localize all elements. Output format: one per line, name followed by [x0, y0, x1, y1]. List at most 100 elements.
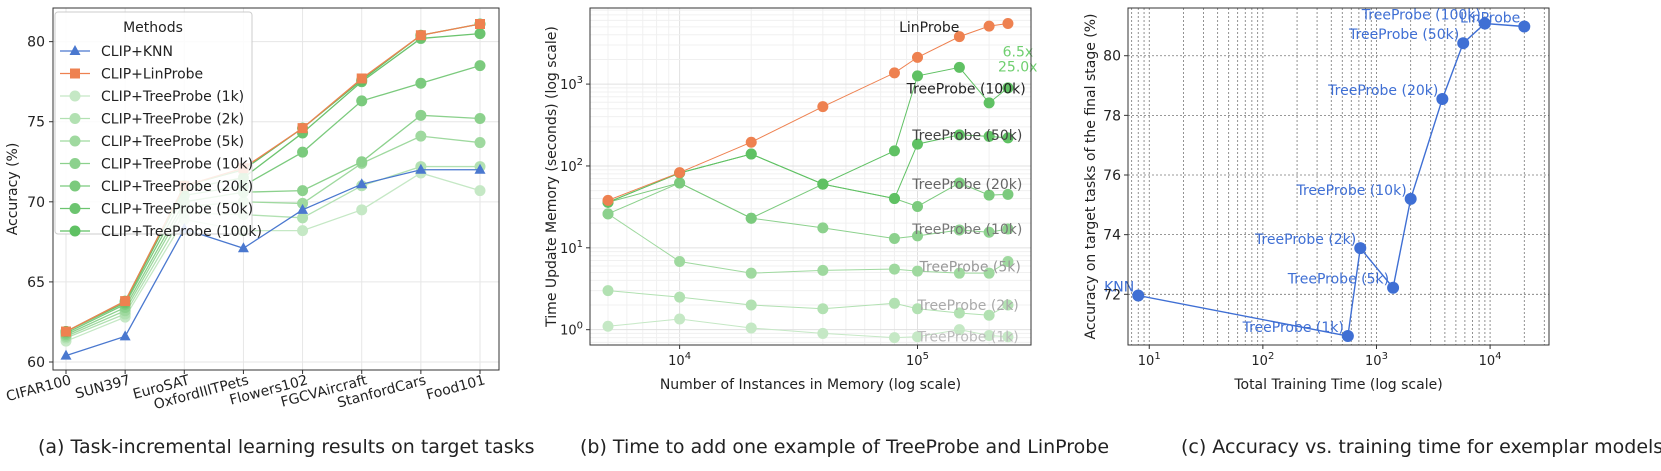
legend-marker — [69, 203, 81, 214]
annotation-6-5x: 6.5x — [1003, 45, 1034, 61]
legend-label: CLIP+TreeProbe (5k) — [101, 134, 244, 150]
data-point — [120, 296, 131, 307]
x-tick-label: 101 — [1138, 351, 1161, 369]
data-point — [745, 322, 757, 334]
data-point — [61, 326, 71, 337]
y-tick-label: 70 — [27, 195, 45, 211]
series-clip-knn — [60, 163, 486, 360]
legend-box — [54, 11, 253, 235]
data-point — [297, 225, 309, 237]
data-point — [1002, 188, 1014, 200]
series-line — [65, 23, 481, 333]
y-tick-label: 103 — [560, 75, 583, 93]
legend-label: CLIP+TreeProbe (10k) — [101, 157, 253, 173]
data-point — [474, 113, 486, 125]
legend-marker — [70, 68, 80, 79]
data-point — [745, 148, 757, 160]
data-point — [674, 291, 686, 303]
data-point — [953, 129, 965, 141]
chart-accuracy-vs-training-time: KNN TreeProbe (1k) TreeProbe (2k) TreeProbe… — [1083, 7, 1550, 393]
data-point — [415, 109, 427, 121]
data-point — [1404, 192, 1417, 205]
series-treeprobe-1k — [602, 313, 1014, 344]
legend-title: Methods — [123, 20, 183, 36]
plot-frame — [1127, 7, 1550, 346]
data-point — [356, 156, 368, 168]
legend-marker — [69, 113, 81, 124]
series-linprobe — [602, 17, 1014, 206]
data-point — [912, 331, 924, 343]
legend-marker — [69, 158, 81, 169]
point-label-treeprobe-50k: TreeProbe (50k) — [1348, 27, 1459, 43]
annotation-treeprobe-20k: TreeProbe (20k) — [911, 177, 1022, 193]
data-point — [888, 193, 900, 205]
data-point — [983, 226, 995, 238]
data-point — [817, 303, 829, 315]
data-point — [983, 309, 995, 321]
data-point — [474, 28, 486, 40]
data-point — [60, 349, 72, 360]
data-point — [745, 212, 757, 224]
y-tick-label: 102 — [560, 157, 583, 175]
series-line — [65, 135, 481, 337]
data-point — [1132, 289, 1145, 302]
y-tick-label: 80 — [27, 35, 45, 51]
legend-label: CLIP+TreeProbe (100k) — [101, 224, 262, 240]
legend-item-clip-linprobe: CLIP+LinProbe — [60, 67, 203, 83]
data-point — [817, 327, 829, 339]
data-point — [953, 267, 965, 279]
data-point — [953, 61, 965, 73]
caption-a: (a) Task-incremental learning results on… — [38, 436, 535, 458]
data-point — [912, 303, 924, 315]
data-point — [602, 285, 614, 297]
legend-label: CLIP+LinProbe — [101, 67, 203, 83]
point-label-treeprobe-2k: TreeProbe (2k) — [1254, 232, 1356, 248]
legend-label: CLIP+TreeProbe (50k) — [101, 202, 253, 218]
annotation-treeprobe-5k: TreeProbe (5k) — [919, 260, 1021, 276]
data-point — [912, 230, 924, 242]
data-point — [602, 208, 614, 220]
legend-item-clip-knn: CLIP+KNN — [60, 44, 173, 60]
x-tick-label: CIFAR100 — [4, 372, 73, 405]
data-point — [1387, 281, 1400, 294]
data-point — [475, 19, 485, 30]
annotation-treeprobe-100k: TreeProbe (100k) — [906, 82, 1026, 98]
data-point — [674, 167, 686, 179]
point-label-treeprobe-1k: TreeProbe (1k) — [1242, 320, 1344, 336]
series-treeprobe-2k — [602, 285, 1014, 321]
data-point — [817, 178, 829, 190]
legend-marker — [69, 90, 81, 102]
data-point — [356, 73, 367, 84]
legend-label: CLIP+TreeProbe (20k) — [101, 179, 253, 195]
legend-marker — [69, 180, 81, 192]
data-point — [953, 324, 965, 336]
data-point — [888, 232, 900, 244]
data-point — [912, 138, 924, 150]
data-point — [1002, 82, 1014, 94]
y-tick-label: 65 — [27, 275, 45, 291]
data-point — [1341, 330, 1354, 343]
data-point — [888, 145, 900, 157]
x-axis-label: Total Training Time (log scale) — [1233, 377, 1442, 393]
data-point — [912, 70, 924, 82]
x-tick-label: SUN397 — [74, 372, 133, 402]
data-point — [1436, 92, 1449, 105]
x-tick-label: 103 — [1365, 351, 1388, 369]
annotation-treeprobe-50k: TreeProbe (50k) — [911, 128, 1022, 144]
x-tick-label: 104 — [1479, 351, 1502, 369]
legend-marker — [69, 225, 81, 237]
data-point — [983, 189, 995, 201]
y-tick-label: 60 — [27, 355, 45, 371]
data-point — [356, 204, 368, 216]
y-axis-label: Accuracy (%) — [5, 143, 21, 236]
legend: Methods CLIP+KNN CLIP+LinProbe CLIP+TreePro… — [54, 11, 262, 240]
data-point — [474, 163, 486, 174]
data-point — [602, 320, 614, 332]
data-point — [474, 60, 486, 72]
data-point — [297, 212, 309, 224]
data-point — [297, 197, 309, 209]
y-tick-label: 78 — [1103, 108, 1121, 124]
data-point — [1457, 37, 1470, 50]
data-point — [415, 77, 427, 89]
